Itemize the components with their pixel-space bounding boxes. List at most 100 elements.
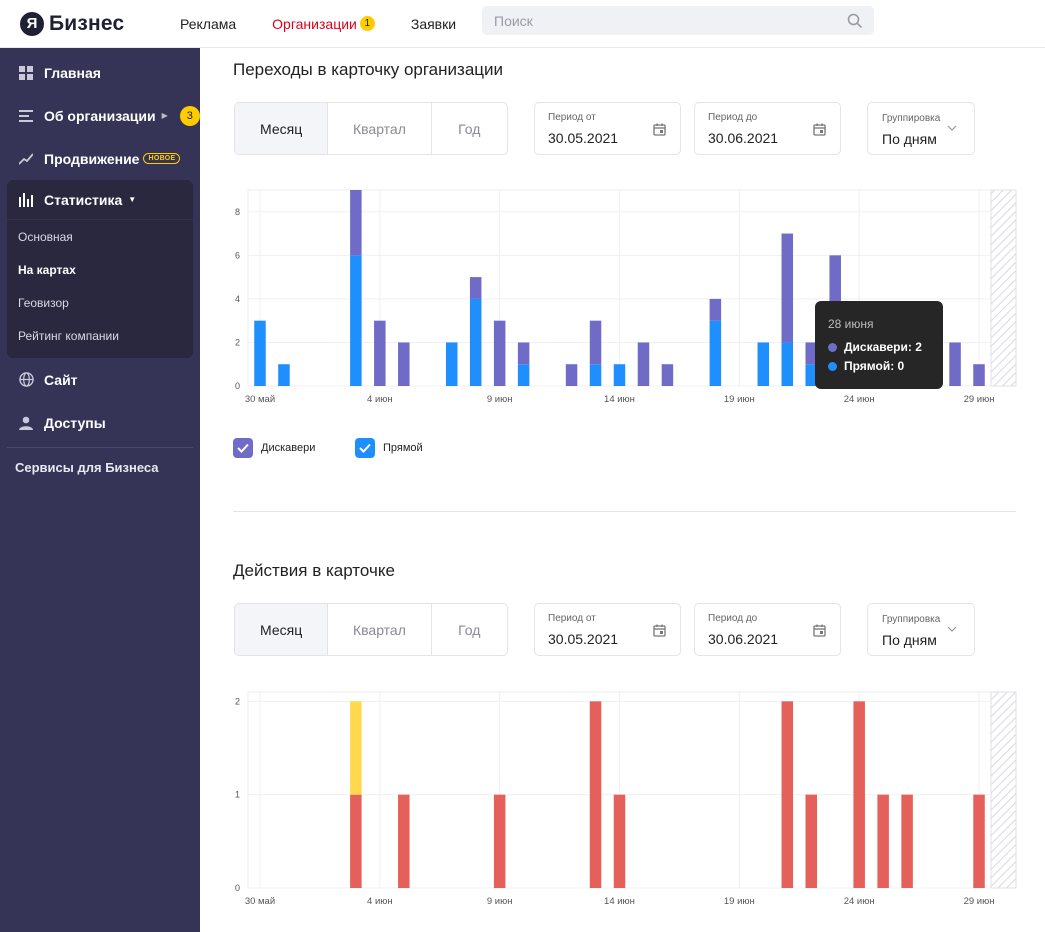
y-tick-label: 0 [235,883,240,893]
nav-badge: 1 [359,16,375,31]
tooltip-date: 28 июня [828,317,874,331]
segment-year[interactable]: Год [458,621,481,638]
main-content: Переходы в карточку организации Месяц Кв… [200,48,1045,932]
grouping-label: Группировка [882,113,941,124]
grouping-value: По дням [882,632,937,648]
bar [805,364,817,386]
x-tick-label: 24 июн [844,394,875,405]
period-segmented-control: Месяц Квартал Год [234,102,508,155]
stats-group: Статистика ▼ Основная На картах Геовизор… [7,180,193,358]
bar [853,701,865,888]
sidebar-item-label: Доступы [44,414,106,431]
search-input[interactable] [482,6,847,35]
segment-month[interactable]: Месяц [235,103,329,154]
sidebar-item-label: Сайт [44,371,78,388]
sidebar-item-site[interactable]: Сайт [0,358,200,401]
period-to-field[interactable]: Период до 30.06.2021 [694,603,841,656]
chevron-down-icon: ▼ [128,195,137,204]
plot-frame [247,691,1017,889]
period-from-value: 30.05.2021 [548,130,619,146]
x-tick-label: 19 июн [724,394,755,405]
bar [254,320,266,386]
bar [350,701,362,795]
period-from-value: 30.05.2021 [548,631,619,647]
future-area [990,691,1017,889]
nav-ads-label: Реклама [180,15,237,32]
top-bar: Я Бизнес Реклама Организации 1 Заявки [0,0,1045,48]
segment-quarter[interactable]: Квартал [328,604,432,655]
sidebar-subitem-geovisor[interactable]: Геовизор [18,295,69,310]
bar [613,364,626,386]
grid-icon [18,65,34,81]
checkbox-checked-icon [355,438,375,458]
bar [973,794,985,888]
section-title-actions: Действия в карточке [233,561,395,580]
logo[interactable]: Я Бизнес [20,11,180,36]
period-from-field[interactable]: Период от 30.05.2021 [534,102,681,155]
sidebar-item-promotion[interactable]: Продвижение НОВОЕ [0,137,200,180]
sidebar-item-access[interactable]: Доступы [0,401,200,444]
sidebar-badge: 3 [179,105,200,126]
nav-requests[interactable]: Заявки [411,16,456,32]
bar [589,701,602,888]
period-from-label: Период от [548,613,596,624]
sidebar-item-organization[interactable]: Об организации ▶ 3 [0,94,200,137]
x-tick-label: 14 июн [604,394,635,405]
bar [829,255,841,321]
bar [493,320,506,386]
sidebar-item-label: Статистика [44,191,123,208]
bar [445,342,458,386]
bar [493,794,506,888]
calendar-icon [813,624,826,637]
legend-dot [828,342,837,352]
sidebar-divider [7,447,193,448]
bar [709,320,722,386]
sidebar-item-statistics[interactable]: Статистика ▼ [7,180,193,220]
checkbox-checked-icon [233,438,253,458]
period-to-field[interactable]: Период до 30.06.2021 [694,102,841,155]
sidebar-subitem-rating[interactable]: Рейтинг компании [18,328,119,343]
tooltip-row: Прямой: 0 [828,359,904,373]
segment-month[interactable]: Месяц [235,604,329,655]
y-tick-label: 2 [235,337,240,347]
x-tick-label: 9 июн [487,896,513,907]
business-services-link[interactable]: Сервисы для Бизнеса [15,460,159,475]
y-tick-label: 4 [235,294,240,304]
segment-year[interactable]: Год [458,120,481,137]
nav-ads[interactable]: Реклама [180,16,236,32]
bar [637,342,650,386]
x-tick-label: 14 июн [604,896,635,907]
legend-direct-toggle[interactable]: Прямой [355,438,423,458]
grouping-select[interactable]: Группировка По дням [867,102,975,155]
search-icon[interactable] [847,13,863,29]
sidebar-item-home[interactable]: Главная [0,51,200,94]
bar [949,342,961,386]
bar [709,298,722,321]
sidebar-subitem-maps[interactable]: На картах [18,262,76,277]
calendar-icon [653,123,666,136]
chevron-right-icon: ▶ [161,111,168,120]
bar [517,364,530,386]
period-to-value: 30.06.2021 [708,130,779,146]
nav-organizations[interactable]: Организации 1 [272,16,375,32]
period-from-field[interactable]: Период от 30.05.2021 [534,603,681,656]
bar [350,190,362,256]
bar [757,342,770,386]
sidebar: Главная Об организации ▶ 3 Продвижение Н… [0,48,200,932]
search-box [482,6,874,35]
sidebar-subitem-main[interactable]: Основная [18,229,73,244]
x-tick-label: 4 июн [367,896,393,907]
x-tick-label: 24 июн [844,896,875,907]
bar [781,233,794,343]
x-tick-label: 30 май [245,394,275,405]
legend-discovery-toggle[interactable]: Дискавери [233,438,315,458]
grouping-select[interactable]: Группировка По дням [867,603,975,656]
period-segmented-control: Месяц Квартал Год [234,603,508,656]
tooltip-value: Прямой: 0 [844,359,905,373]
bar [398,794,410,888]
segment-quarter[interactable]: Квартал [328,103,432,154]
bar [589,364,602,386]
y-tick-label: 0 [235,381,240,391]
actions-chart: 0 1 2 30 май 4 июн 9 июн 14 июн 19 июн 24 июн 29 … [235,691,1017,907]
bar [517,342,530,365]
